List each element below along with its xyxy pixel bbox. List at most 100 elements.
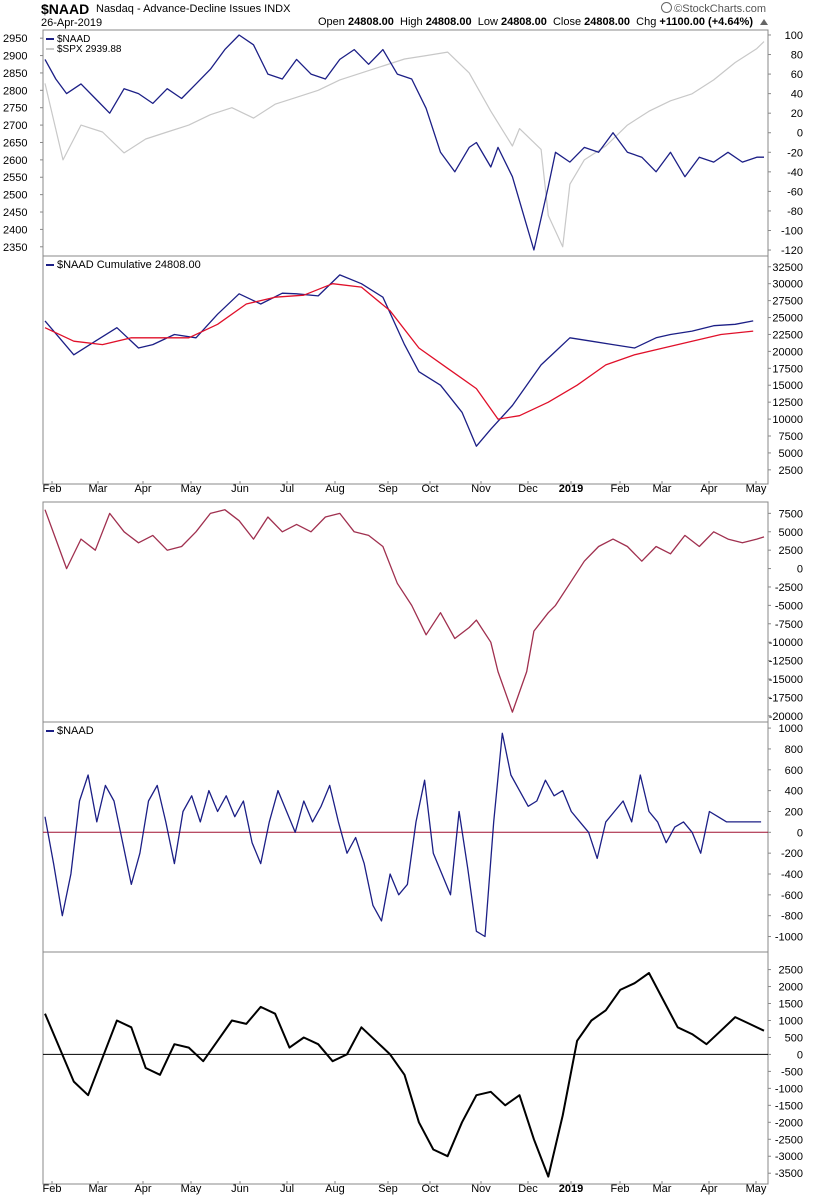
panel-frame bbox=[42, 721, 769, 953]
x-axis-tick-label: Sep bbox=[378, 1183, 398, 1195]
chart-date: 26-Apr-2019 bbox=[41, 17, 103, 29]
axis-tick-label: 0 bbox=[797, 827, 803, 839]
axis-tick-label: 32500 bbox=[772, 262, 803, 274]
axis-tick-label: 25000 bbox=[772, 313, 803, 325]
chart-header: $NAAD Nasdaq - Advance-Decline Issues IN… bbox=[0, 0, 820, 30]
left-axis-tick-label: 2900 bbox=[3, 51, 27, 63]
axis-tick-label: 15000 bbox=[772, 380, 803, 392]
chg-label: Chg bbox=[636, 16, 657, 28]
axis-tick-label: 100 bbox=[785, 30, 803, 42]
x-axis-tick-label: 2019 bbox=[559, 1183, 583, 1195]
axis-tick-label: -800 bbox=[781, 911, 803, 923]
axis-tick-label: 2500 bbox=[779, 965, 803, 977]
axis-tick-label: -100 bbox=[781, 225, 803, 237]
left-axis-tick-label: 2850 bbox=[3, 68, 27, 80]
x-axis-tick-label: Apr bbox=[134, 1183, 151, 1195]
series-line-moving-average bbox=[44, 283, 754, 420]
legend-entry: $NAAD bbox=[57, 34, 90, 45]
axis-tick-label: -12500 bbox=[769, 656, 803, 668]
ohlc-readout: Open 24808.00 High 24808.00 Low 24808.00… bbox=[318, 16, 769, 28]
left-axis-tick-label: 2700 bbox=[3, 120, 27, 132]
left-axis-tick-label: 2650 bbox=[3, 137, 27, 149]
x-axis-tick-label: Feb bbox=[43, 1183, 62, 1195]
x-axis-tick-label: Oct bbox=[421, 1183, 438, 1195]
x-axis-tick-label: Sep bbox=[378, 483, 398, 495]
axis-tick-label: -2500 bbox=[775, 582, 803, 594]
x-axis-tick-label: Dec bbox=[518, 483, 538, 495]
axis-tick-label: -2500 bbox=[775, 1134, 803, 1146]
axis-tick-label: -600 bbox=[781, 890, 803, 902]
x-axis-tick-label: Mar bbox=[653, 1183, 672, 1195]
series-line--naad-cumulative bbox=[44, 274, 754, 447]
left-axis-tick-label: 2750 bbox=[3, 103, 27, 115]
axis-tick-label: 12500 bbox=[772, 397, 803, 409]
x-axis-tick-label: Jul bbox=[280, 1183, 294, 1195]
axis-tick-label: 500 bbox=[785, 1032, 803, 1044]
axis-tick-label: 7500 bbox=[779, 508, 803, 520]
x-axis-tick-label: Nov bbox=[471, 1183, 491, 1195]
x-axis-tick-label: Mar bbox=[89, 1183, 108, 1195]
legend-entry: $NAAD bbox=[57, 725, 94, 737]
low-label: Low bbox=[477, 16, 498, 28]
copyright-icon bbox=[661, 2, 673, 13]
axis-tick-label: 2500 bbox=[779, 465, 803, 477]
left-axis-tick-label: 2400 bbox=[3, 224, 27, 236]
axis-tick-label: 20000 bbox=[772, 346, 803, 358]
axis-tick-label: 20 bbox=[791, 108, 803, 120]
axis-tick-label: -400 bbox=[781, 869, 803, 881]
close-label: Close bbox=[552, 16, 582, 28]
axis-tick-label: -2000 bbox=[775, 1117, 803, 1129]
open-label: Open bbox=[318, 16, 345, 28]
x-axis-tick-label: 2019 bbox=[559, 483, 583, 495]
panel-frame bbox=[42, 29, 769, 257]
axis-tick-label: 5000 bbox=[779, 448, 803, 460]
x-axis-tick-label: Feb bbox=[43, 483, 62, 495]
x-axis-tick-label: Apr bbox=[700, 1183, 717, 1195]
axis-tick-label: 7500 bbox=[779, 431, 803, 443]
axis-tick-label: 400 bbox=[785, 786, 803, 798]
left-axis-tick-label: 2450 bbox=[3, 207, 27, 219]
series-line-indicator bbox=[44, 509, 765, 713]
symbol-label: $NAAD bbox=[41, 1, 90, 17]
series-line--spx-2939-88 bbox=[44, 41, 765, 248]
axis-tick-label: -80 bbox=[787, 206, 803, 218]
chg-value: +1100.00 (+4.64%) bbox=[659, 16, 753, 28]
x-axis-tick-label: Jun bbox=[231, 483, 249, 495]
axis-tick-label: 2500 bbox=[779, 545, 803, 557]
x-axis-tick-label: May bbox=[181, 1183, 202, 1195]
low-value: 24808.00 bbox=[500, 16, 547, 28]
axis-tick-label: 22500 bbox=[772, 329, 803, 341]
left-axis-tick-label: 2350 bbox=[3, 242, 27, 254]
left-axis-tick-label: 2950 bbox=[3, 33, 27, 45]
x-axis-tick-label: Feb bbox=[611, 483, 630, 495]
left-axis-tick-label: 2800 bbox=[3, 85, 27, 97]
axis-tick-label: 5000 bbox=[779, 527, 803, 539]
left-axis-tick-label: 2500 bbox=[3, 190, 27, 202]
series-line--naad bbox=[44, 732, 762, 938]
axis-tick-label: 10000 bbox=[772, 414, 803, 426]
x-axis-tick-label: Dec bbox=[518, 1183, 538, 1195]
axis-tick-label: 1000 bbox=[779, 723, 803, 735]
axis-tick-label: -20000 bbox=[769, 711, 803, 723]
axis-tick-label: -500 bbox=[781, 1066, 803, 1078]
panel-frame bbox=[42, 951, 769, 1185]
x-axis-tick-label: Nov bbox=[471, 483, 491, 495]
x-axis-tick-label: Jun bbox=[231, 1183, 249, 1195]
high-value: 24808.00 bbox=[425, 16, 472, 28]
up-arrow-icon bbox=[760, 19, 769, 25]
axis-tick-label: -15000 bbox=[769, 674, 803, 686]
axis-tick-label: 30000 bbox=[772, 279, 803, 291]
x-axis-tick-label: Jul bbox=[280, 483, 294, 495]
legend-entry: $SPX 2939.88 bbox=[57, 44, 122, 55]
x-axis-tick-label: Feb bbox=[611, 1183, 630, 1195]
axis-tick-label: -3500 bbox=[775, 1168, 803, 1180]
axis-tick-label: -17500 bbox=[769, 692, 803, 704]
x-axis-tick-label: Apr bbox=[134, 483, 151, 495]
axis-tick-label: 800 bbox=[785, 744, 803, 756]
axis-tick-label: -120 bbox=[781, 245, 803, 257]
axis-tick-label: -1000 bbox=[775, 932, 803, 944]
brand-text: ©StockCharts.com bbox=[674, 3, 766, 15]
axis-tick-label: 0 bbox=[797, 128, 803, 140]
axis-tick-label: -1500 bbox=[775, 1100, 803, 1112]
